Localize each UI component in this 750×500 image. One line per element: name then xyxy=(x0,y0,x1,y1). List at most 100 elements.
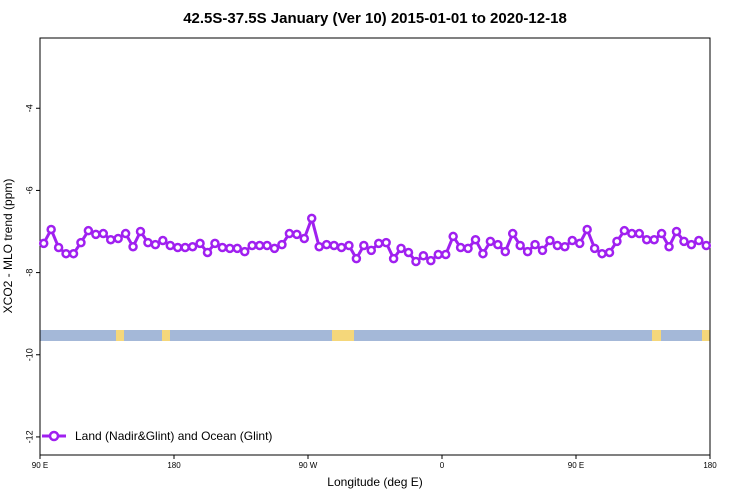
point xyxy=(686,239,697,250)
point xyxy=(262,240,272,251)
point xyxy=(545,235,555,246)
legend-label: Land (Nadir&Glint) and Ocean (Glint) xyxy=(75,429,272,443)
point xyxy=(172,242,183,253)
y-tick-label: -10 xyxy=(24,348,34,361)
point xyxy=(239,246,250,257)
y-axis-label: XCO2 - MLO trend (ppm) xyxy=(1,179,15,314)
x-tick-label: 90 E xyxy=(32,461,48,470)
point xyxy=(68,248,79,259)
point xyxy=(120,228,131,239)
point xyxy=(641,234,652,245)
point xyxy=(671,226,682,237)
x-tick-label: 180 xyxy=(167,461,181,470)
point xyxy=(679,236,689,247)
land-patch xyxy=(162,330,170,341)
point xyxy=(515,240,525,251)
point xyxy=(627,228,637,239)
x-tick-label: 180 xyxy=(703,461,717,470)
point xyxy=(500,246,511,257)
land-patch xyxy=(652,330,661,341)
surface-band xyxy=(40,330,710,341)
point xyxy=(158,235,168,246)
x-tick-label: 90 W xyxy=(299,461,318,470)
point xyxy=(232,243,243,254)
point xyxy=(292,229,302,240)
point xyxy=(574,238,585,249)
point xyxy=(530,239,540,250)
land-patch xyxy=(116,330,124,341)
point xyxy=(187,241,198,252)
point xyxy=(507,228,518,239)
point xyxy=(694,235,704,246)
point xyxy=(143,237,153,248)
point xyxy=(277,239,287,250)
point xyxy=(396,243,406,254)
point xyxy=(284,228,295,239)
point xyxy=(455,242,466,253)
point xyxy=(91,229,101,240)
y-tick-label: -6 xyxy=(24,186,34,194)
point xyxy=(98,228,109,239)
point xyxy=(701,240,712,251)
point xyxy=(604,247,615,258)
point xyxy=(582,224,592,235)
point xyxy=(485,236,496,247)
point xyxy=(83,225,94,236)
point xyxy=(418,250,429,261)
x-axis-label: Longitude (deg E) xyxy=(327,475,422,489)
point xyxy=(463,243,473,254)
point xyxy=(664,241,674,252)
point xyxy=(202,247,213,258)
land-patch xyxy=(332,330,354,341)
point xyxy=(403,247,414,258)
point xyxy=(329,240,339,251)
chart-title: 42.5S-37.5S January (Ver 10) 2015-01-01 … xyxy=(183,10,567,27)
point xyxy=(537,245,548,256)
y-tick-label: -8 xyxy=(24,269,34,277)
point xyxy=(448,231,458,242)
point xyxy=(373,238,384,249)
point xyxy=(217,242,228,253)
x-tick-label: 0 xyxy=(440,461,445,470)
point xyxy=(567,235,578,246)
point xyxy=(597,248,607,259)
ocean-band xyxy=(40,330,710,341)
point xyxy=(433,249,444,260)
point xyxy=(351,253,362,264)
point xyxy=(46,224,56,235)
point xyxy=(254,240,265,251)
point xyxy=(619,225,630,236)
point xyxy=(440,249,451,260)
point xyxy=(344,240,354,251)
point xyxy=(552,240,563,251)
point xyxy=(336,242,347,253)
point xyxy=(366,245,377,256)
point xyxy=(180,242,190,253)
point xyxy=(195,238,205,249)
point xyxy=(76,237,86,248)
point xyxy=(225,243,235,254)
point xyxy=(128,241,138,252)
point xyxy=(426,255,436,266)
y-tick-label: -12 xyxy=(24,430,34,443)
point xyxy=(522,246,533,257)
legend: Land (Nadir&Glint) and Ocean (Glint) xyxy=(42,429,272,443)
point xyxy=(105,234,116,245)
point xyxy=(321,239,332,250)
land-patch xyxy=(702,330,710,341)
point xyxy=(381,237,391,248)
point xyxy=(113,233,123,244)
y-tick-label: -4 xyxy=(24,104,34,112)
point xyxy=(589,243,600,254)
point xyxy=(634,228,645,239)
point xyxy=(478,248,488,259)
legend-marker xyxy=(48,430,60,442)
point xyxy=(649,234,659,245)
point xyxy=(656,228,667,239)
point xyxy=(61,248,71,259)
point xyxy=(150,239,161,250)
point xyxy=(53,242,64,253)
point xyxy=(493,239,503,250)
